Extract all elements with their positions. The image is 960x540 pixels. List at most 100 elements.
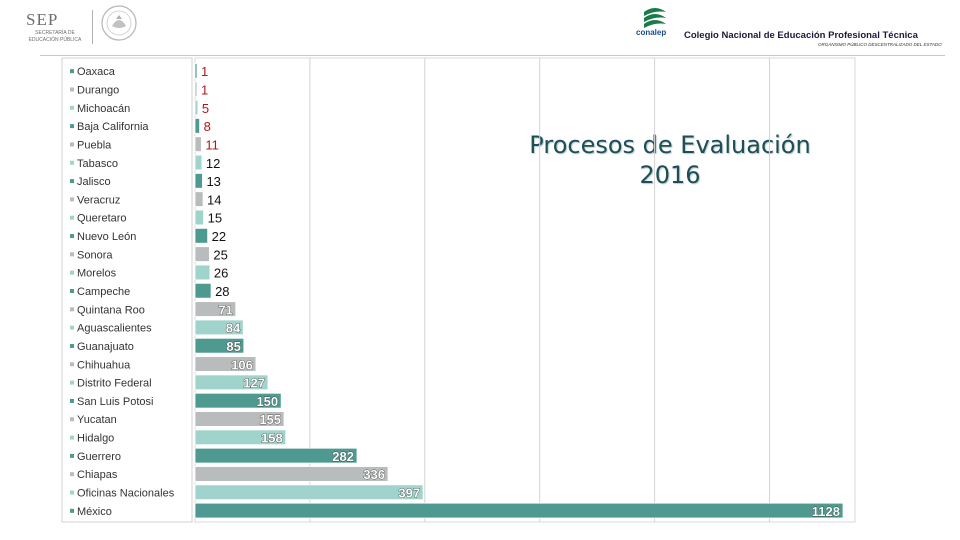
legend-entry: Hidalgo [77,433,114,445]
legend-entry: Distrito Federal [77,378,152,390]
legend-entry: Aguascalientes [77,323,152,335]
bar [194,81,198,98]
slide-title-line1: Procesos de Evaluación [529,131,811,159]
bar [194,118,200,134]
slide-header: SEP SECRETARÍA DE EDUCACIÓN PÚBLICA cona… [0,0,960,56]
bar [194,191,204,207]
legend-entry: Jalisco [77,176,111,188]
bar [194,282,212,299]
legend-entry: Guerrero [77,451,121,463]
legend-swatch [70,453,74,458]
legend-swatch [70,124,74,129]
legend-swatch [70,307,74,312]
bar [194,173,203,189]
data-label: 25 [213,247,227,262]
slide-title: Procesos de Evaluación 2016 [490,130,850,190]
legend-swatch [70,490,74,495]
bar [194,337,245,354]
data-label: 150 [256,394,278,409]
bar [194,392,282,409]
data-label: 12 [206,156,220,171]
data-label: 1128 [812,504,840,519]
header-divider [92,10,93,44]
data-label: 84 [226,321,241,336]
data-label: 8 [204,119,211,134]
data-label: 14 [207,192,221,207]
legend-entry: Chiapas [77,469,118,481]
conalep-wordmark: conalep [636,28,667,37]
sep-subtitle: SECRETARÍA DE EDUCACIÓN PÚBLICA [28,30,82,43]
sep-logo-text: SEP [26,10,59,29]
data-label: 127 [243,376,265,391]
bar [194,63,198,79]
data-label: 5 [202,101,209,116]
legend-swatch [70,215,74,220]
legend-entry: Durango [77,84,119,96]
data-label: 1 [201,64,208,79]
legend-swatch [70,325,74,330]
data-label: 85 [226,339,240,354]
header-rule [40,55,945,56]
bar [194,264,211,281]
legend-swatch [70,380,74,385]
legend-entry: Veracruz [77,194,120,206]
legend-entry: Nuevo León [77,231,136,243]
legend-entry: Yucatan [77,414,117,426]
data-label: 106 [231,357,253,372]
data-label: 282 [332,449,354,464]
legend-swatch [70,160,74,165]
legend-entry: Campeche [77,286,130,298]
legend-entry: San Luis Potosi [77,396,153,408]
bar [194,429,287,446]
bar [194,136,202,152]
legend-entry: Puebla [77,139,112,151]
data-label: 155 [259,412,281,427]
legend-entry: Oaxaca [77,66,116,78]
legend-entry: Oficinas Nacionales [77,488,175,500]
bar [194,301,237,317]
legend-entry: Baja California [77,121,149,133]
bar [194,466,389,482]
legend-entry: Chihuahua [77,359,131,371]
legend-panel [61,57,193,523]
legend-swatch [70,142,74,147]
bar [194,411,285,427]
legend-swatch [70,508,74,513]
data-label: 1 [201,82,208,97]
legend-swatch [70,417,74,422]
data-label: 158 [261,431,283,446]
bar [194,447,358,464]
bar [194,319,244,336]
legend-swatch [70,398,74,403]
legend-swatch [70,197,74,202]
data-label: 15 [208,211,222,226]
legend-swatch [70,270,74,275]
legend-swatch [70,362,74,367]
bar [194,502,844,519]
legend-swatch [70,343,74,348]
legend-entry: Morelos [77,268,117,280]
bar [194,374,269,391]
legend-swatch [70,179,74,184]
data-label: 397 [398,486,420,501]
data-label: 22 [212,229,226,244]
legend-entry: Quintana Roo [77,304,145,316]
legend-entry: Sonora [77,249,113,261]
legend-swatch [70,472,74,477]
conalep-full-name: Colegio Nacional de Educación Profesiona… [684,30,918,41]
legend-swatch [70,69,74,74]
bar [194,99,199,116]
legend-swatch [70,87,74,92]
legend-swatch [70,234,74,239]
bar [194,154,203,171]
data-label: 336 [363,467,385,482]
data-label: 13 [206,174,220,189]
legend-swatch [70,252,74,257]
slide-title-line2: 2016 [639,161,701,189]
bar [194,246,210,262]
bar [194,484,424,501]
data-label: 28 [215,284,229,299]
conalep-org-text: ORGANISMO PÚBLICO DESCENTRALIZADO DEL ES… [818,42,942,47]
legend-entry: Tabasco [77,158,118,170]
